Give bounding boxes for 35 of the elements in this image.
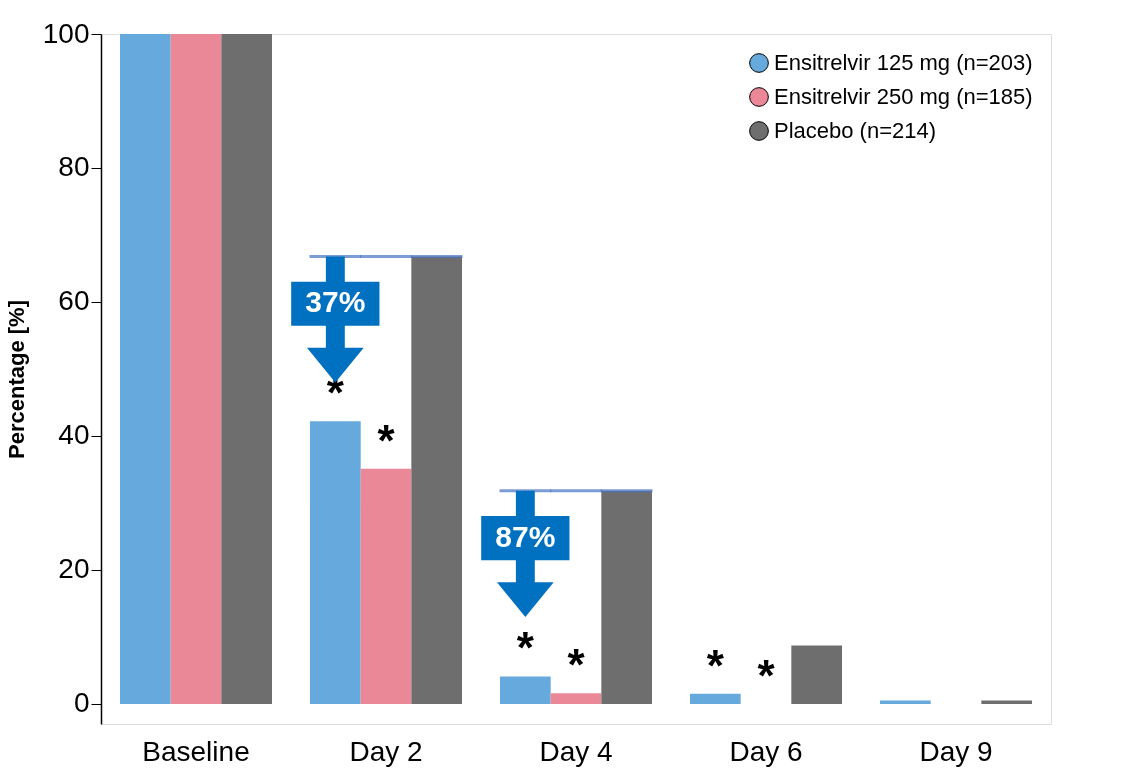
y-tick-label: 80 [58, 151, 90, 183]
bar [880, 700, 931, 704]
y-tick-label: 40 [58, 419, 90, 451]
y-axis-title: Percentage [%] [3, 300, 29, 459]
legend-label: Ensitrelvir 250 mg (n=185) [774, 84, 1033, 109]
x-tick-label: Day 6 [729, 735, 803, 767]
data-label: * [757, 650, 776, 700]
annotation: 37% [305, 285, 366, 319]
x-tick-label: Baseline [142, 735, 250, 767]
bar [690, 693, 741, 704]
y-tick-label: 0 [73, 687, 90, 719]
legend-label: Placebo (n=214) [774, 118, 937, 143]
x-tick-label: Day 2 [349, 735, 423, 767]
bar [170, 34, 222, 704]
data-label: * [516, 623, 535, 673]
data-label: * [567, 640, 586, 690]
bar [411, 256, 462, 704]
bar [221, 34, 272, 704]
x-tick-label: Day 4 [539, 735, 613, 767]
y-tick-label: 20 [58, 553, 90, 585]
x-tick-label: Day 9 [919, 735, 993, 767]
bar [981, 700, 1032, 704]
bar [360, 468, 412, 704]
bar [500, 676, 551, 704]
y-tick-label: 60 [58, 285, 90, 317]
bar [310, 421, 361, 704]
bar [601, 490, 652, 704]
data-label: * [706, 640, 725, 690]
bar [120, 34, 171, 704]
bar [550, 693, 602, 704]
data-label: * [377, 415, 396, 465]
legend-label: Ensitrelvir 125 mg (n=203) [774, 50, 1033, 75]
y-tick-label: 100 [42, 17, 90, 49]
bar [791, 645, 842, 704]
annotation: 87% [495, 519, 556, 553]
